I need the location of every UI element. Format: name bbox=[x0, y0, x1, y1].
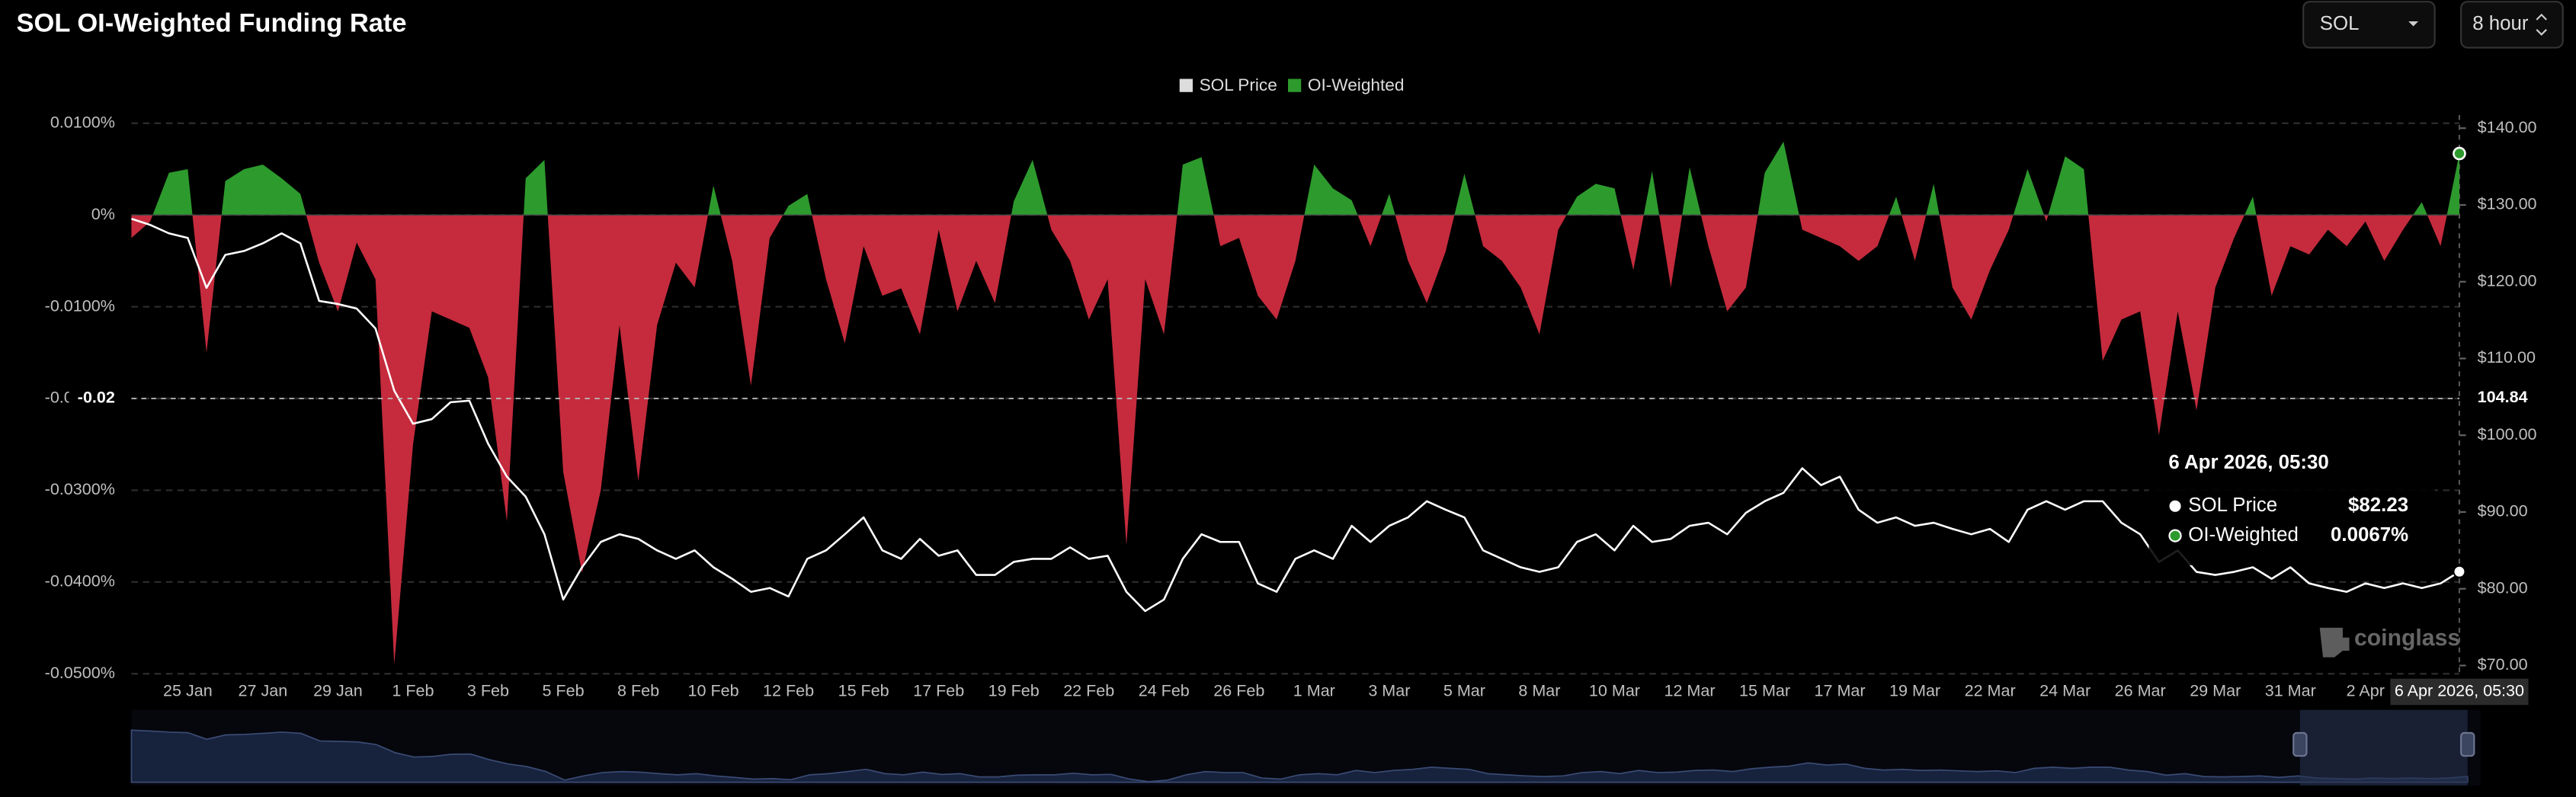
legend: SOL Price OI-Weighted bbox=[1179, 75, 1405, 94]
x-tick-label: 5 Mar bbox=[1443, 681, 1485, 700]
x-tick-label: 10 Feb bbox=[688, 681, 739, 700]
x-tick-label: 8 Mar bbox=[1518, 681, 1560, 700]
crosshair-y-label: -0.02 bbox=[78, 388, 115, 407]
y2-tick-label: $110.00 bbox=[2478, 347, 2536, 366]
tooltip-series-name: SOL Price bbox=[2188, 495, 2277, 516]
y2-tick-label: $80.00 bbox=[2478, 578, 2528, 597]
navigator-handle[interactable] bbox=[2292, 731, 2308, 757]
tooltip-value: $82.23 bbox=[2348, 495, 2408, 516]
y-tick-label: -0.0500% bbox=[45, 663, 115, 682]
y-tick-label: -0.0300% bbox=[45, 479, 115, 498]
x-tick-label: 1 Mar bbox=[1293, 681, 1335, 700]
x-tick-label: 19 Feb bbox=[988, 681, 1040, 700]
dropdown-arrow[interactable] bbox=[2408, 21, 2419, 27]
x-tick-label: 26 Mar bbox=[2115, 681, 2166, 700]
stepper-arrows[interactable] bbox=[2536, 13, 2547, 36]
price-point bbox=[2453, 565, 2466, 578]
x-tick-label: 29 Mar bbox=[2190, 681, 2241, 700]
x-tick-label: 31 Mar bbox=[2265, 681, 2316, 700]
y-tick-label: 0.0100% bbox=[50, 112, 115, 131]
x-tick-label: 8 Feb bbox=[617, 681, 659, 700]
y2-tick-label: $140.00 bbox=[2478, 117, 2537, 136]
y2-tick-label: $70.00 bbox=[2478, 655, 2528, 674]
tooltip: 6 Apr 2026, 05:30 SOL Price $82.23 OI-Weigh… bbox=[2148, 440, 2435, 565]
watermark-text: coinglass bbox=[2354, 626, 2460, 651]
legend-swatch bbox=[1179, 78, 1193, 92]
x-tick-label: 15 Feb bbox=[838, 681, 889, 700]
interval-select-box[interactable] bbox=[2460, 1, 2564, 49]
funding-area bbox=[131, 141, 2459, 665]
x-tick-label: 29 Jan bbox=[313, 681, 363, 700]
legend-swatch bbox=[1288, 78, 1302, 92]
x-tick-label: 5 Feb bbox=[542, 681, 584, 700]
x-tick-label: 25 Jan bbox=[163, 681, 213, 700]
x-tick-label: 12 Feb bbox=[763, 681, 814, 700]
x-tick-label: 15 Mar bbox=[1739, 681, 1790, 700]
interval-select-label[interactable]: 8 hour bbox=[2472, 13, 2529, 34]
x-tick-label: 2 Apr bbox=[2347, 681, 2385, 700]
x-tick-label: 27 Jan bbox=[239, 681, 288, 700]
x-tick-label: 1 Feb bbox=[392, 681, 434, 700]
crosshair-y2-label: 104.84 bbox=[2478, 387, 2528, 406]
x-tick-label: 12 Mar bbox=[1664, 681, 1715, 700]
funding-point bbox=[2453, 146, 2466, 161]
price-line bbox=[131, 217, 2460, 613]
x-tick-label: 3 Mar bbox=[1368, 681, 1410, 700]
legend-label[interactable]: OI-Weighted bbox=[1308, 75, 1405, 94]
navigator-selection bbox=[2299, 709, 2468, 786]
x-tick-label: 22 Mar bbox=[1965, 681, 2016, 700]
watermark: coinglass bbox=[2319, 626, 2460, 658]
interval-select[interactable]: 8 hour bbox=[2460, 1, 2564, 49]
y-tick-label: -0.0400% bbox=[45, 571, 115, 591]
symbol-select-label[interactable]: SOL bbox=[2320, 13, 2360, 34]
x-tick-label: 17 Feb bbox=[913, 681, 964, 700]
symbol-select-box[interactable] bbox=[2302, 1, 2436, 49]
x-crosshair-label-bg bbox=[2390, 678, 2529, 706]
chart-title: SOL OI-Weighted Funding Rate bbox=[17, 8, 407, 37]
y2-tick-label: $130.00 bbox=[2478, 194, 2537, 213]
crosshair-y-label-bg bbox=[69, 385, 122, 412]
watermark-icon bbox=[2319, 627, 2350, 658]
x-tick-label: 3 Feb bbox=[467, 681, 509, 700]
tooltip-dot bbox=[2169, 500, 2181, 512]
tooltip-series-name: OI-Weighted bbox=[2188, 524, 2299, 546]
x-tick-label: 24 Feb bbox=[1139, 681, 1190, 700]
tooltip-box bbox=[2148, 440, 2435, 565]
x-tick-label: 22 Feb bbox=[1063, 681, 1114, 700]
navigator-area bbox=[130, 729, 2469, 783]
x-crosshair-label: 6 Apr 2026, 05:30 bbox=[2395, 681, 2524, 700]
x-tick-label: 24 Mar bbox=[2039, 681, 2091, 700]
tooltip-title: 6 Apr 2026, 05:30 bbox=[2168, 452, 2328, 473]
y2-tick-label: $90.00 bbox=[2478, 501, 2528, 520]
y-tick-label: -0.0100% bbox=[45, 296, 115, 315]
x-tick-label: 10 Mar bbox=[1589, 681, 1640, 700]
y2-tick-label: $120.00 bbox=[2478, 270, 2537, 290]
crosshair-y2-label-bg bbox=[2467, 385, 2550, 411]
tooltip-dot bbox=[2168, 529, 2182, 543]
symbol-select[interactable]: SOL bbox=[2302, 1, 2436, 49]
x-tick-label: 17 Mar bbox=[1815, 681, 1866, 700]
tooltip-value: 0.0067% bbox=[2331, 524, 2408, 546]
x-tick-label: 19 Mar bbox=[1889, 681, 1940, 700]
x-tick-label: 26 Feb bbox=[1213, 681, 1264, 700]
y-tick-label: 0% bbox=[91, 204, 115, 223]
navigator-handle[interactable] bbox=[2460, 731, 2475, 757]
y2-tick-label: $100.00 bbox=[2478, 424, 2537, 443]
legend-label[interactable]: SOL Price bbox=[1200, 75, 1277, 94]
